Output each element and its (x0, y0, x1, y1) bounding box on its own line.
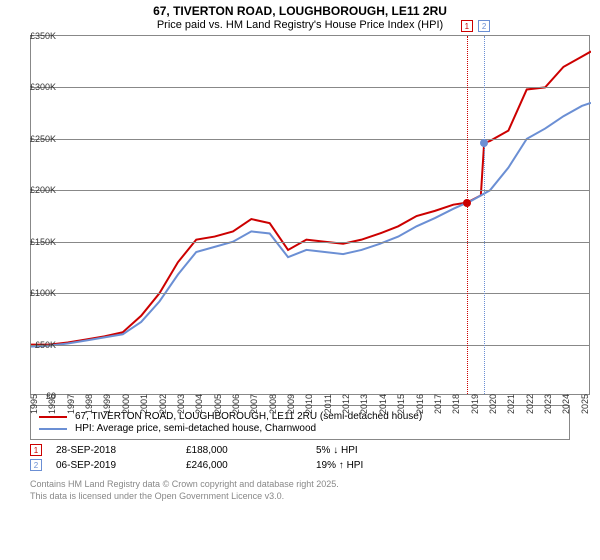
sales-table: 1 28-SEP-2018£188,0005% ↓ HPI 2 06-SEP-2019… (30, 444, 570, 471)
series-line (31, 51, 591, 344)
y-tick-label: £150K (30, 237, 56, 247)
sale-marker-dot (463, 199, 471, 207)
x-tick-label: 2024 (561, 394, 571, 414)
chart-plot-area: £0£50K£100K£150K£200K£250K£300K£350K1995… (30, 35, 590, 395)
x-tick-label: 2022 (525, 394, 535, 414)
x-tick-label: 2015 (396, 394, 406, 414)
x-tick-label: 2025 (580, 394, 590, 414)
chart-subtitle: Price paid vs. HM Land Registry's House … (0, 18, 600, 35)
x-tick-label: 2003 (176, 394, 186, 414)
y-tick-label: £50K (35, 340, 56, 350)
x-tick-label: 2012 (341, 394, 351, 414)
sale-row: 1 28-SEP-2018£188,0005% ↓ HPI (30, 444, 570, 456)
x-tick-label: 2009 (286, 394, 296, 414)
y-tick-label: £350K (30, 31, 56, 41)
sale-price: £246,000 (186, 460, 316, 471)
x-tick-label: 2002 (158, 394, 168, 414)
x-tick-label: 2023 (543, 394, 553, 414)
x-tick-label: 2016 (415, 394, 425, 414)
y-tick-label: £300K (30, 82, 56, 92)
x-tick-label: 2018 (451, 394, 461, 414)
y-tick-label: £200K (30, 185, 56, 195)
x-tick-label: 2014 (378, 394, 388, 414)
x-tick-label: 1997 (66, 394, 76, 414)
attribution-line1: Contains HM Land Registry data © Crown c… (30, 479, 570, 491)
sale-index-box: 2 (30, 459, 42, 471)
sale-marker-dot (480, 139, 488, 147)
x-tick-label: 2019 (470, 394, 480, 414)
sale-pct: 5% ↓ HPI (316, 445, 396, 456)
sale-index-box: 1 (30, 444, 42, 456)
legend-row: HPI: Average price, semi-detached house,… (39, 423, 561, 434)
x-tick-label: 2017 (433, 394, 443, 414)
attribution: Contains HM Land Registry data © Crown c… (30, 479, 570, 502)
sale-date: 28-SEP-2018 (56, 445, 186, 456)
chart-svg (31, 36, 591, 396)
sale-marker-box: 2 (478, 20, 490, 32)
y-tick-label: £100K (30, 288, 56, 298)
sale-marker-line (484, 36, 485, 394)
y-tick-label: £250K (30, 134, 56, 144)
legend-label: HPI: Average price, semi-detached house,… (75, 423, 316, 434)
legend-line (39, 416, 67, 418)
x-tick-label: 1999 (102, 394, 112, 414)
x-tick-label: 2007 (249, 394, 259, 414)
x-tick-label: 1995 (29, 394, 39, 414)
legend-row: 67, TIVERTON ROAD, LOUGHBOROUGH, LE11 2R… (39, 411, 561, 422)
x-tick-label: 2013 (359, 394, 369, 414)
x-tick-label: 2011 (323, 394, 333, 413)
x-tick-label: 2008 (268, 394, 278, 414)
x-tick-label: 1998 (84, 394, 94, 414)
sale-marker-line (467, 36, 468, 394)
x-tick-label: 2021 (506, 394, 516, 414)
x-tick-label: 2010 (304, 394, 314, 414)
legend-line (39, 428, 67, 430)
chart-title: 67, TIVERTON ROAD, LOUGHBOROUGH, LE11 2R… (0, 0, 600, 18)
attribution-line2: This data is licensed under the Open Gov… (30, 491, 570, 503)
x-tick-label: 2000 (121, 394, 131, 414)
x-tick-label: 1996 (47, 394, 57, 414)
sale-date: 06-SEP-2019 (56, 460, 186, 471)
x-tick-label: 2004 (194, 394, 204, 414)
x-tick-label: 2006 (231, 394, 241, 414)
sale-marker-box: 1 (461, 20, 473, 32)
sale-row: 2 06-SEP-2019£246,00019% ↑ HPI (30, 459, 570, 471)
x-tick-label: 2020 (488, 394, 498, 414)
x-tick-label: 2005 (213, 394, 223, 414)
x-tick-label: 2001 (139, 394, 149, 414)
sale-price: £188,000 (186, 445, 316, 456)
sale-pct: 19% ↑ HPI (316, 460, 396, 471)
